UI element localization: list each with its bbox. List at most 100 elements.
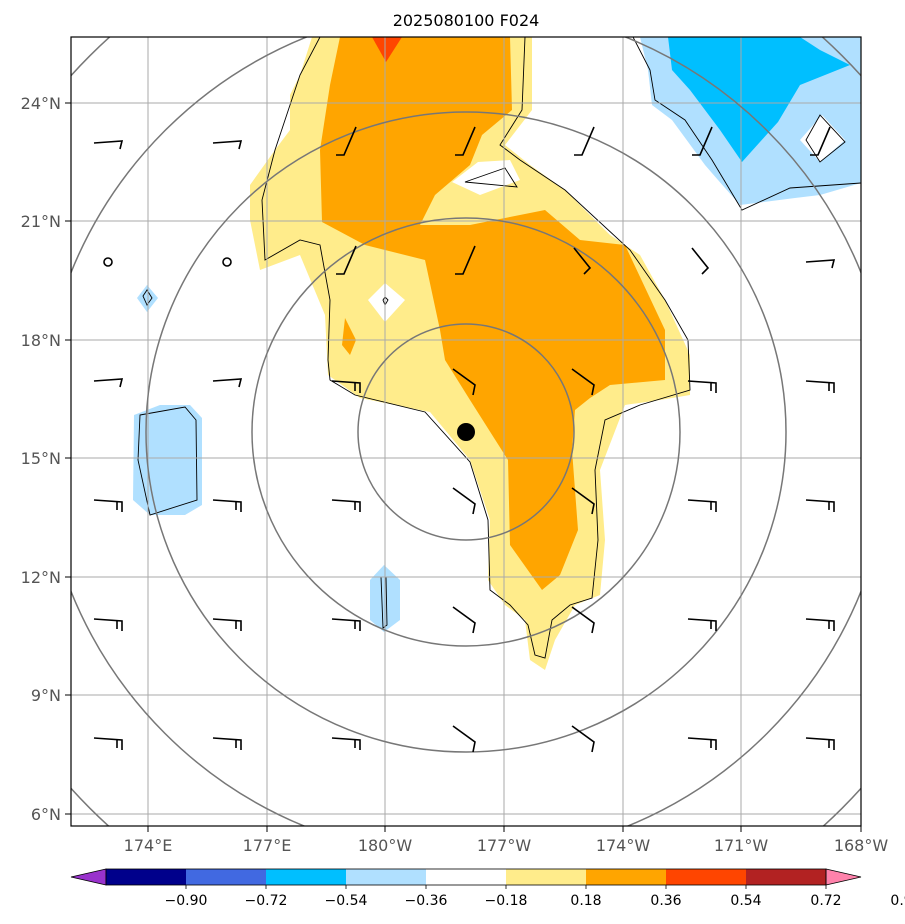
y-tick-label: 15°N bbox=[21, 449, 61, 468]
wind-barb bbox=[687, 618, 717, 631]
y-tick-label: 21°N bbox=[21, 212, 61, 231]
x-tick-label: 171°W bbox=[714, 836, 769, 855]
wind-calm-circle bbox=[222, 257, 232, 267]
wind-barb bbox=[452, 606, 476, 634]
y-tick-label: 9°N bbox=[31, 686, 61, 705]
colorbar-tick-label: −0.90 bbox=[165, 893, 208, 909]
wind-barbs bbox=[93, 126, 836, 753]
wind-barb bbox=[212, 140, 243, 150]
x-tick-label: 180°W bbox=[358, 836, 413, 855]
wind-barb bbox=[212, 378, 243, 388]
wind-barb bbox=[212, 618, 242, 631]
colorbar-swatch bbox=[426, 869, 507, 885]
colorbar-frame bbox=[105, 868, 827, 886]
colorbar-swatch bbox=[266, 869, 347, 885]
colorbar-swatch bbox=[586, 869, 667, 885]
wind-barb bbox=[331, 737, 361, 750]
wind-barb bbox=[687, 499, 717, 512]
wind-barb bbox=[805, 618, 835, 631]
colorbar-swatch bbox=[106, 869, 187, 885]
wind-barb bbox=[805, 737, 835, 750]
contour-lines bbox=[137, 37, 861, 659]
range-ring bbox=[145, 111, 787, 753]
colorbar-tick-label: −0.72 bbox=[245, 893, 288, 909]
storm-center-marker bbox=[457, 423, 475, 441]
y-tick-label: 18°N bbox=[21, 331, 61, 350]
wind-barb bbox=[687, 737, 717, 750]
range-ring bbox=[251, 217, 681, 647]
colorbar-tick-label: −0.54 bbox=[325, 893, 368, 909]
x-tick-label: 177°W bbox=[477, 836, 532, 855]
wind-barb bbox=[805, 499, 835, 512]
wind-barb bbox=[571, 487, 595, 515]
wind-barb bbox=[573, 247, 592, 275]
wind-barb bbox=[452, 487, 476, 515]
wind-barb bbox=[331, 618, 361, 631]
map-title: 2025080100 F024 bbox=[393, 11, 540, 30]
x-tick-label: 177°E bbox=[243, 836, 292, 855]
wind-barb bbox=[93, 499, 123, 512]
y-tick-labels: 24°N 21°N 18°N 15°N 12°N 9°N 6°N bbox=[21, 94, 61, 824]
wind-barb bbox=[212, 737, 242, 750]
colorbar-tick-label: 0.36 bbox=[650, 893, 681, 909]
x-tick-label: 174°W bbox=[596, 836, 651, 855]
positive-anomaly-mid-small bbox=[342, 318, 356, 355]
wind-barb bbox=[452, 725, 476, 753]
wind-barb bbox=[93, 618, 123, 631]
colorbar-swatch bbox=[746, 869, 827, 885]
wind-barb bbox=[687, 380, 717, 393]
positive-anomaly-high bbox=[372, 37, 402, 62]
wind-barb bbox=[691, 247, 710, 275]
wind-barb bbox=[336, 126, 357, 156]
colorbar-tick-label: 0.18 bbox=[570, 893, 601, 909]
tick-marks bbox=[65, 102, 862, 832]
wind-barb bbox=[805, 380, 835, 393]
wind-barb bbox=[212, 499, 242, 512]
graticule bbox=[71, 37, 861, 826]
wind-barb bbox=[455, 126, 476, 156]
wind-barb bbox=[93, 737, 123, 750]
y-tick-label: 12°N bbox=[21, 568, 61, 587]
wind-barb bbox=[452, 368, 476, 396]
wind-barb bbox=[331, 380, 361, 393]
negative-anomaly-mid-ne bbox=[668, 37, 850, 162]
wind-barb bbox=[93, 378, 124, 388]
wind-barb bbox=[571, 368, 595, 396]
map-frame bbox=[70, 36, 862, 827]
wind-barb bbox=[93, 140, 124, 150]
colorbar-swatch bbox=[186, 869, 267, 885]
y-tick-label: 6°N bbox=[31, 805, 61, 824]
wind-barb bbox=[571, 725, 595, 753]
wind-calm-circle bbox=[103, 257, 113, 267]
colorbar-swatch bbox=[506, 869, 587, 885]
positive-anomaly-mid bbox=[320, 37, 665, 590]
colorbar-extend-high bbox=[825, 868, 862, 886]
wind-barb bbox=[571, 606, 595, 634]
wind-barb bbox=[805, 259, 836, 269]
wind-barb bbox=[692, 126, 713, 156]
y-tick-label: 24°N bbox=[21, 94, 61, 113]
wind-barb bbox=[810, 126, 831, 156]
colorbar-extend-low bbox=[70, 868, 107, 886]
wind-barb bbox=[455, 245, 476, 275]
colorbar-tick-label: 0.90 bbox=[890, 893, 905, 909]
colorbar-swatch bbox=[346, 869, 427, 885]
negative-anomaly-west bbox=[133, 405, 202, 515]
colorbar-tick-label: 0.72 bbox=[810, 893, 841, 909]
colorbar: −0.90 −0.72 −0.54 −0.36 −0.18 0.18 0.36 0.54 0.7… bbox=[70, 868, 905, 909]
wind-barb bbox=[574, 126, 595, 156]
range-ring bbox=[357, 323, 575, 541]
x-tick-label: 168°W bbox=[834, 836, 889, 855]
colorbar-tick-label: −0.36 bbox=[405, 893, 448, 909]
colorbar-tick-label: −0.18 bbox=[485, 893, 528, 909]
x-tick-label: 174°E bbox=[124, 836, 173, 855]
negative-anomaly-hole-ne bbox=[800, 115, 845, 162]
colorbar-swatch bbox=[666, 869, 747, 885]
wind-barb bbox=[331, 499, 361, 512]
x-tick-labels: 174°E 177°E 180°W 177°W 174°W 171°W 168°… bbox=[124, 836, 889, 855]
colorbar-tick-label: 0.54 bbox=[730, 893, 761, 909]
wind-barb bbox=[336, 245, 357, 275]
